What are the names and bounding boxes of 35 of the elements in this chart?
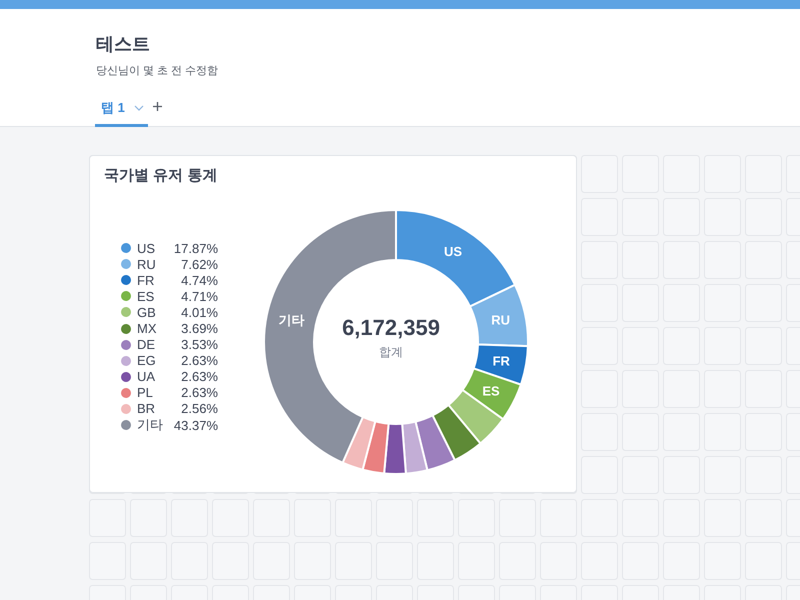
legend-label: RU (137, 256, 157, 272)
legend-label: DE (137, 337, 156, 352)
slice-label: US (444, 244, 462, 259)
legend-label: BR (137, 401, 156, 416)
data-label: 3.69% (180, 321, 218, 336)
text: 6,172,359 (342, 315, 440, 340)
data-label: 2.63% (180, 385, 218, 400)
data-label: 17.87% (173, 240, 218, 256)
legend-label: MX (137, 321, 158, 336)
text: 당신님이 몇 초 전 수정함 (96, 64, 218, 78)
text: 테스트 (96, 33, 150, 56)
chart-title: 국가별 유저 통계 (104, 166, 218, 185)
data-label: 4.01% (180, 304, 218, 320)
text: 합계 (379, 345, 403, 359)
data-label: 4.71% (180, 288, 218, 304)
text: 탭 1 (101, 99, 125, 117)
legend-label: FR (137, 272, 156, 288)
data-label: 2.63% (180, 353, 218, 368)
slice-label: ES (482, 384, 500, 399)
data-label: 4.74% (180, 272, 218, 288)
data-label: 3.53% (180, 337, 218, 352)
legend-label: US (137, 240, 156, 256)
legend-label: ES (137, 288, 156, 304)
slice-label: FR (492, 354, 511, 369)
data-label: 2.63% (180, 369, 218, 384)
slice-label: 기타 (278, 312, 304, 328)
legend-label: UA (137, 369, 156, 384)
legend-label: GB (137, 304, 157, 320)
legend-label: PL (137, 385, 154, 400)
slice-label: RU (491, 312, 510, 328)
data-label: 2.56% (180, 401, 218, 416)
legend-label: 기타 (137, 416, 164, 434)
legend-label: EG (137, 353, 157, 368)
data-label: 43.37% (173, 418, 218, 433)
data-label: 7.62% (180, 256, 218, 272)
